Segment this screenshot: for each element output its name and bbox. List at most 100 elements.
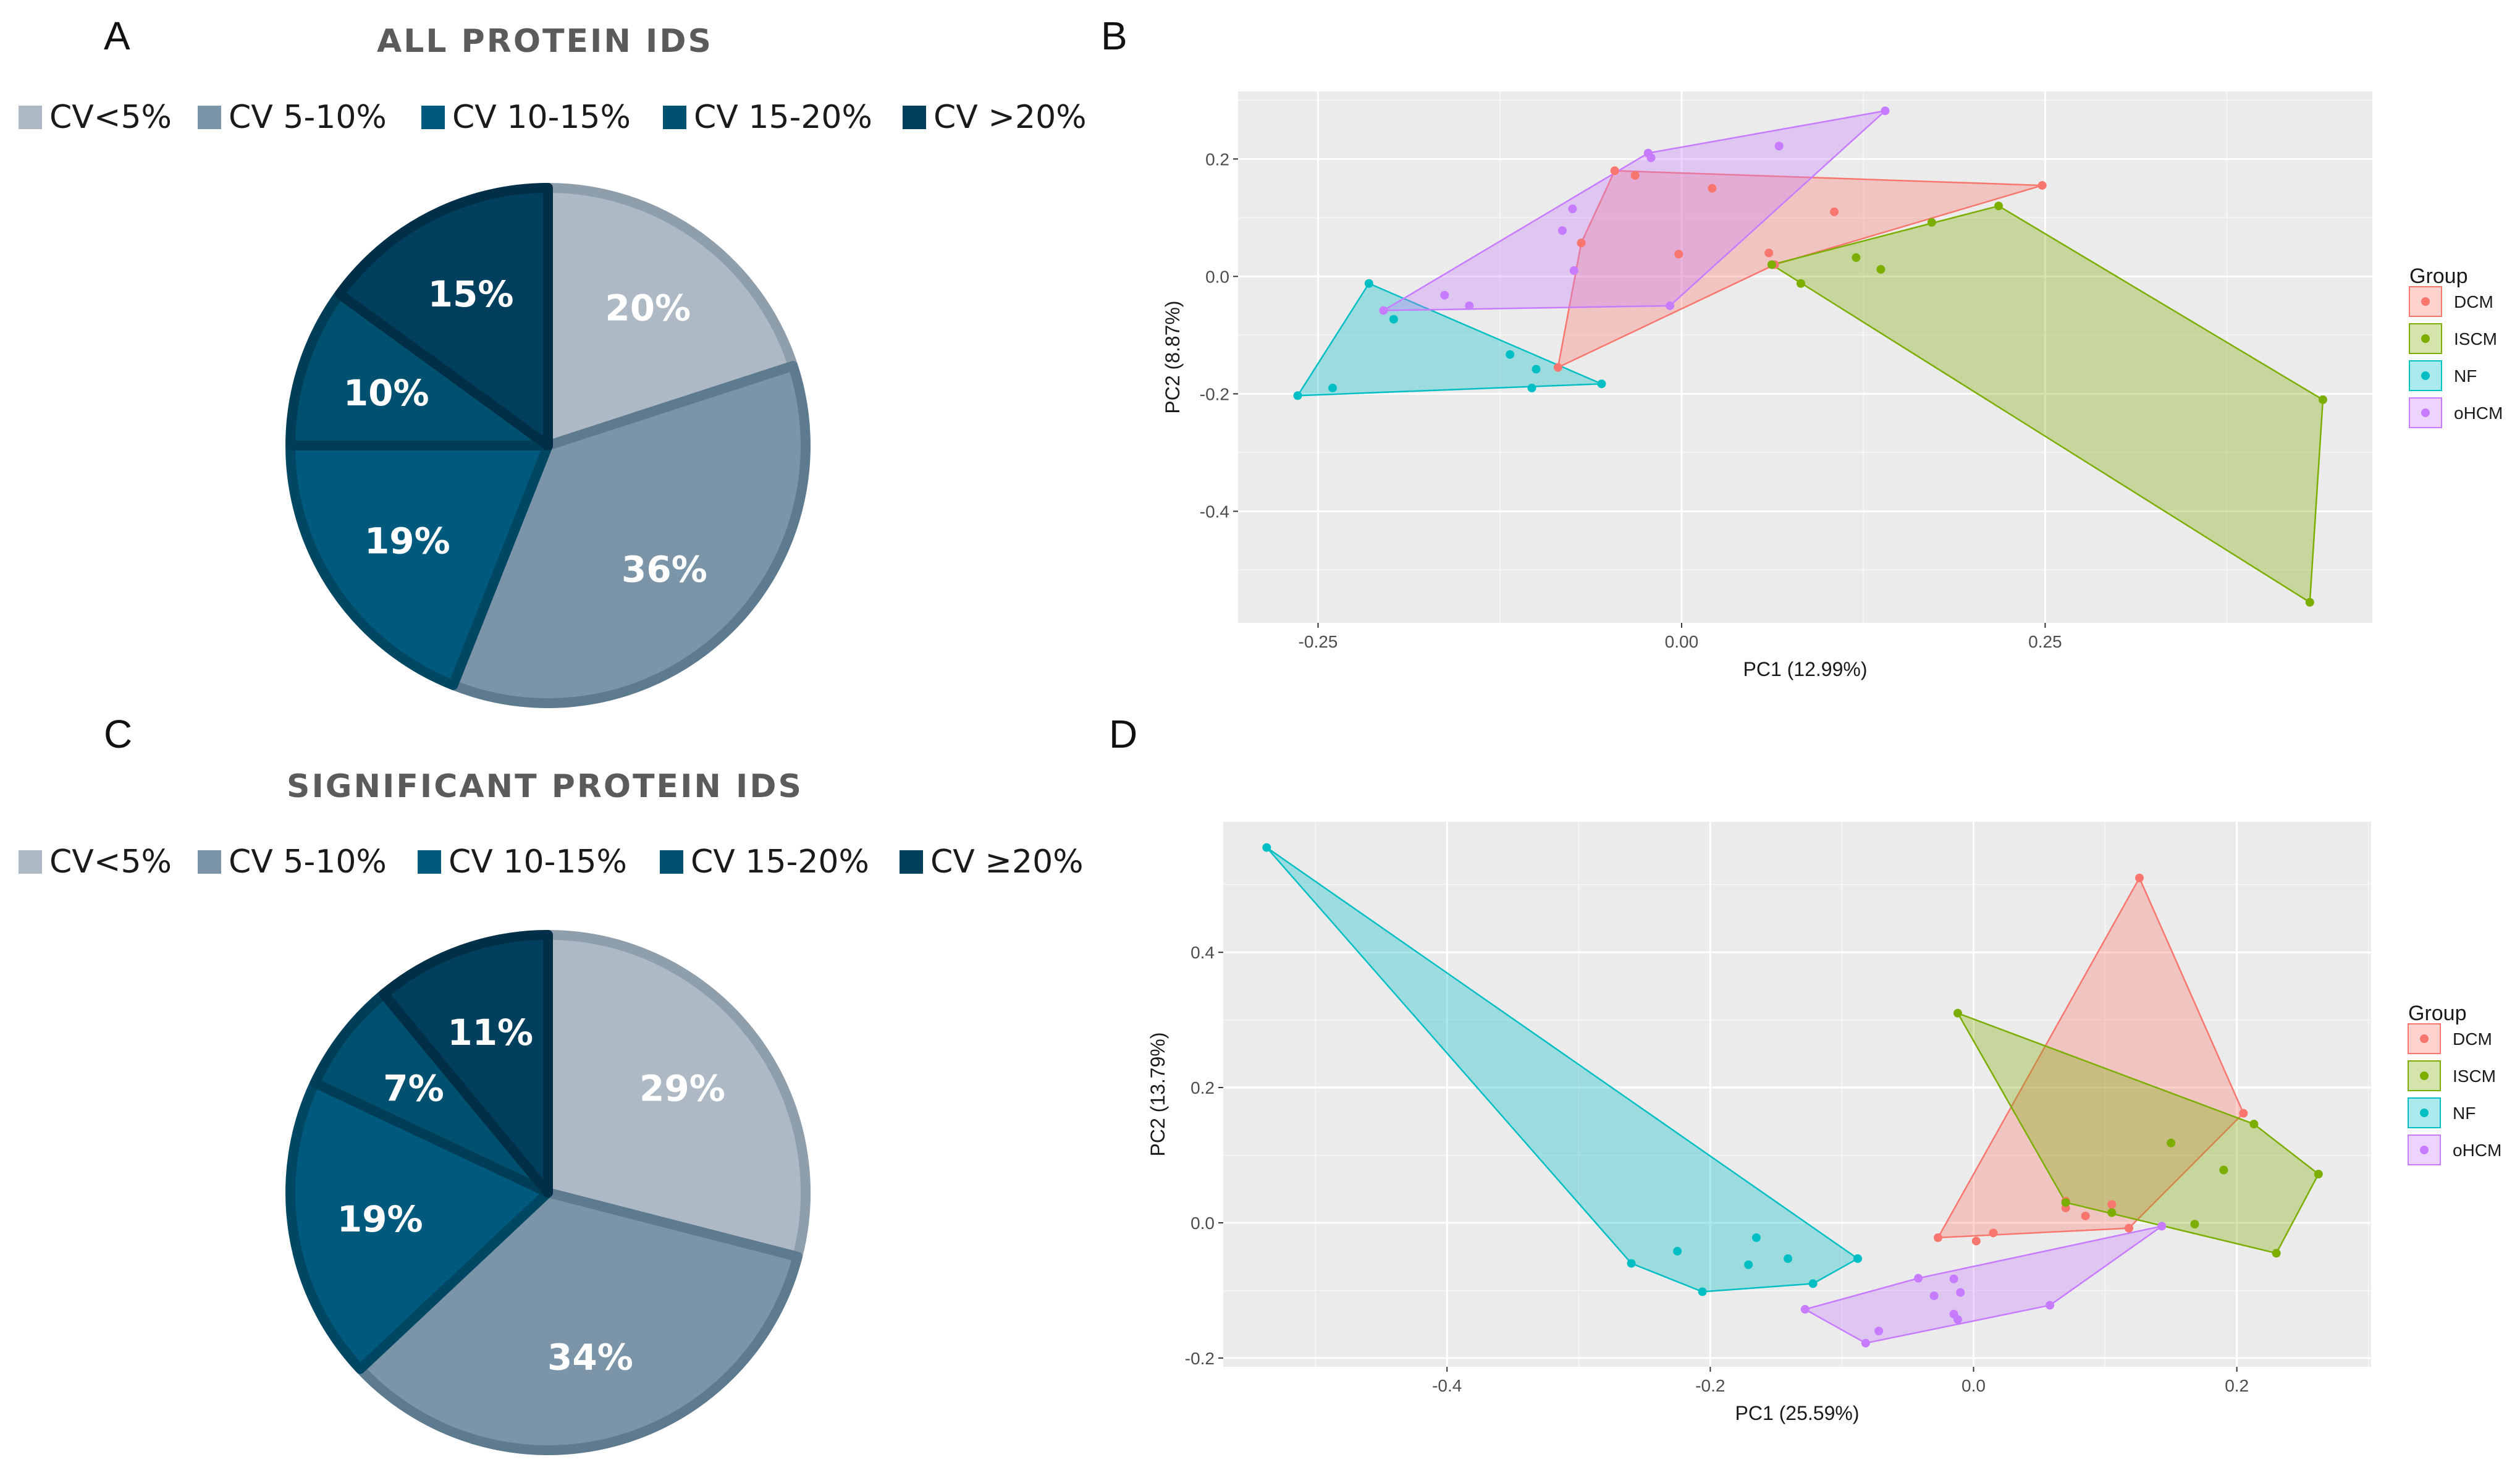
pie-c-slice bbox=[285, 1078, 553, 1374]
pca-d-point-ohcm bbox=[2157, 1222, 2167, 1231]
pie-a-legend-label: CV 5-10% bbox=[229, 99, 387, 136]
pca-d-xaxis-title: PC1 (25.59%) bbox=[1735, 1402, 1860, 1424]
pca-d-legend-label: oHCM bbox=[2453, 1141, 2501, 1160]
pca-d-point-nf bbox=[1808, 1279, 1818, 1288]
pca-d-hull-ohcm bbox=[1803, 1225, 2162, 1345]
pca-b-plot-background bbox=[1238, 91, 2372, 623]
pca-d-point-dcm bbox=[2081, 1211, 2090, 1220]
pie-c-legend-swatch bbox=[198, 850, 221, 874]
panel-label-d: D bbox=[1109, 712, 1137, 756]
pca-d-point-nf bbox=[1262, 843, 1271, 852]
pie-c-slice-label: 11% bbox=[447, 1012, 533, 1054]
pca-d-point-ohcm bbox=[1914, 1274, 1923, 1283]
pca-d-point-nf bbox=[1744, 1260, 1753, 1269]
pca-d-point-ohcm bbox=[1956, 1288, 1965, 1297]
pca-b-point-nf bbox=[1532, 365, 1541, 374]
pie-a-slice-label: 19% bbox=[365, 520, 450, 562]
pie-c-slice bbox=[355, 1188, 803, 1455]
pca-d-point-iscm bbox=[2061, 1198, 2070, 1207]
pie-a-slice bbox=[334, 183, 553, 450]
pca-d-legend-label: NF bbox=[2453, 1104, 2476, 1123]
pca-b-point-iscm bbox=[1994, 201, 2004, 211]
pie-a-slice-label: 10% bbox=[343, 372, 429, 414]
pca-b-point-ohcm bbox=[1881, 106, 1890, 116]
pca-b-legend-label: ISCM bbox=[2454, 329, 2497, 348]
pca-b-point-ohcm bbox=[1774, 142, 1784, 151]
pca-d-point-dcm bbox=[1933, 1233, 1942, 1242]
pca-b-hull-nf bbox=[1296, 282, 1602, 397]
pie-a-slice-label: 15% bbox=[428, 273, 514, 315]
pca-d-plot-background bbox=[1223, 822, 2371, 1367]
panel-label-a: A bbox=[104, 14, 130, 58]
pca-d-point-dcm bbox=[2239, 1109, 2248, 1118]
pca-b-point-ohcm bbox=[1666, 301, 1675, 310]
pca-d-point-ohcm bbox=[1953, 1315, 1962, 1324]
pca-b-xaxis-title: PC1 (12.99%) bbox=[1743, 658, 1868, 680]
pca-b-point-dcm bbox=[2037, 181, 2047, 190]
panel-label-b: B bbox=[1101, 14, 1127, 58]
pca-b-ytick-label: -0.2 bbox=[1200, 384, 1229, 403]
pca-b-point-dcm bbox=[1708, 184, 1717, 193]
pca-d-point-dcm bbox=[2124, 1223, 2133, 1233]
pca-d-point-dcm bbox=[1971, 1236, 1981, 1246]
pca-b-legend-key bbox=[2409, 397, 2442, 428]
pca-b-legend-label: NF bbox=[2454, 366, 2477, 386]
pie-a-legend: CV<5% CV 5-10% CV 10-15% CV 15-20% CV >20% bbox=[19, 99, 1087, 136]
pca-d-point-iscm bbox=[2219, 1165, 2228, 1175]
pca-b-point-nf bbox=[1293, 391, 1302, 400]
pca-b-point-iscm bbox=[1852, 253, 1861, 262]
pca-b-point-nf bbox=[1506, 350, 1515, 359]
pca-d-point-iscm bbox=[2314, 1170, 2323, 1179]
pie-c-legend-label: CV<5% bbox=[49, 843, 172, 881]
pca-b-hull-dcm bbox=[1557, 170, 2043, 369]
pie-c-legend-swatch bbox=[660, 850, 683, 874]
pca-d-ytick-label: 0.0 bbox=[1190, 1214, 1215, 1233]
pie-c-legend-swatch bbox=[19, 850, 42, 874]
pie-a-slice bbox=[285, 441, 553, 690]
pca-d-point-nf bbox=[1853, 1254, 1863, 1263]
pca-b-point-ohcm bbox=[1646, 153, 1656, 163]
pca-d-point-iscm bbox=[2249, 1120, 2259, 1129]
pca-b-point-dcm bbox=[1764, 248, 1774, 258]
pie-c-legend-label: CV 10-15% bbox=[449, 843, 627, 881]
pca-d-hull-iscm bbox=[1956, 1012, 2320, 1254]
pca-b-legend-key bbox=[2409, 360, 2442, 391]
pie-c-slice-label: 7% bbox=[383, 1067, 444, 1109]
panel-label-c: C bbox=[104, 712, 132, 756]
pca-b-point-iscm bbox=[1927, 218, 1936, 227]
pie-a-slice bbox=[448, 361, 811, 708]
pca-d-point-ohcm bbox=[2046, 1301, 2055, 1310]
pie-c-chart: 29% 34% 19% 7%11% bbox=[285, 930, 811, 1455]
pca-d-point-iscm bbox=[2190, 1220, 2199, 1229]
pca-b-point-dcm bbox=[1630, 171, 1640, 180]
pie-c-title: SIGNIFICANT PROTEIN IDS bbox=[287, 768, 803, 805]
pie-a-chart: 20% 36% 19% 10% 15% bbox=[285, 183, 811, 708]
pca-d-ytick-label: 0.4 bbox=[1190, 943, 1215, 962]
pca-b-point-nf bbox=[1597, 379, 1606, 389]
pca-b-point-nf bbox=[1328, 383, 1337, 392]
pca-b-point-iscm bbox=[1767, 260, 1776, 269]
pca-b-legend-label: DCM bbox=[2454, 292, 2493, 311]
pca-b-legend-title: Group bbox=[2409, 264, 2468, 288]
pca-d-point-nf bbox=[1784, 1254, 1793, 1263]
pie-c-slice bbox=[310, 989, 553, 1198]
pca-b-legend-label: oHCM bbox=[2454, 403, 2503, 423]
pca-d-xtick-label: -0.2 bbox=[1695, 1376, 1725, 1395]
pca-b-ytick-label: -0.4 bbox=[1200, 502, 1229, 521]
pca-d-xtick-label: -0.4 bbox=[1432, 1376, 1462, 1395]
pca-d-point-ohcm bbox=[1800, 1304, 1810, 1314]
pca-d-point-dcm bbox=[2107, 1200, 2117, 1209]
pie-a-legend-swatch bbox=[663, 106, 686, 129]
pca-d-yaxis-title: PC2 (13.79%) bbox=[1147, 1033, 1169, 1157]
pca-d-point-nf bbox=[1627, 1259, 1636, 1268]
pca-b-xtick-label: 0.00 bbox=[1665, 632, 1699, 651]
pie-a-legend-swatch bbox=[19, 106, 42, 129]
pie-a-title: ALL PROTEIN IDS bbox=[377, 23, 713, 60]
pie-a-slice-label: 20% bbox=[605, 287, 691, 329]
pca-d-point-nf bbox=[1698, 1287, 1707, 1296]
pie-a-legend-swatch bbox=[198, 106, 221, 129]
pca-b-point-ohcm bbox=[1557, 226, 1567, 235]
pca-d-legend-key-point bbox=[2420, 1146, 2429, 1154]
pie-a-slice bbox=[285, 289, 553, 450]
